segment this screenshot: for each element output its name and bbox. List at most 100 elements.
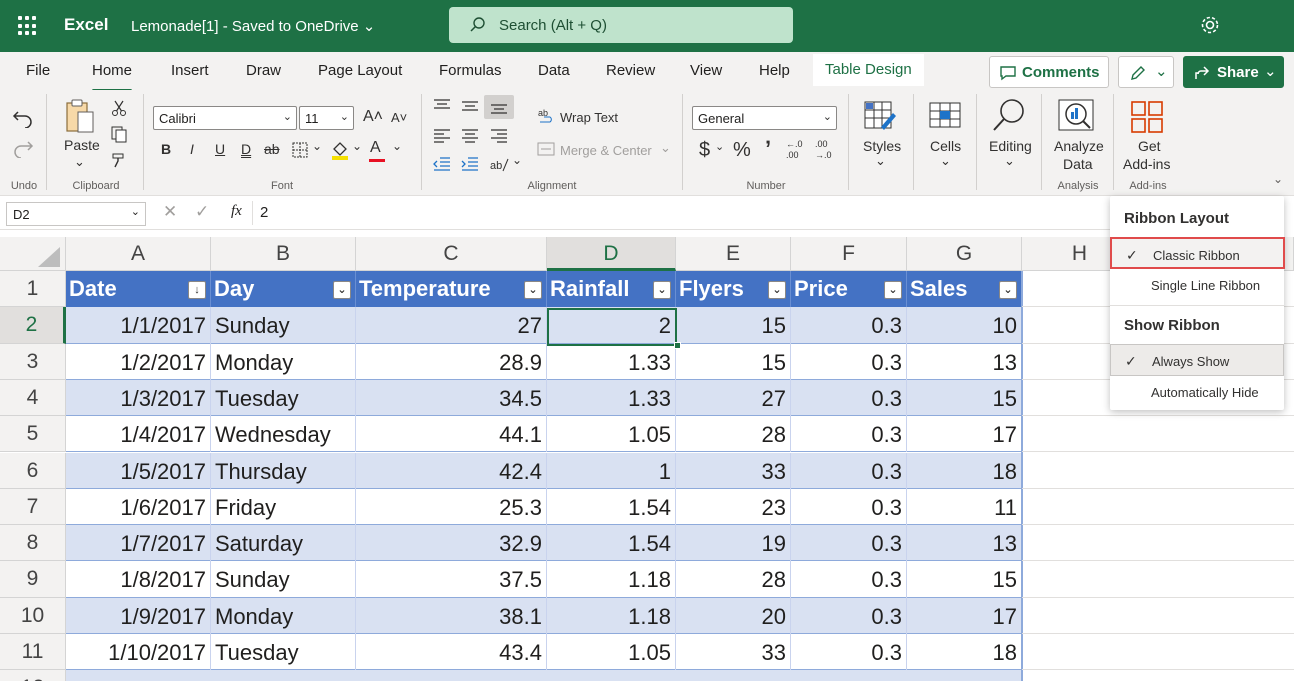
- underline-button[interactable]: U: [215, 141, 226, 157]
- empty-cell-row[interactable]: [1022, 634, 1294, 671]
- wrap-text-icon[interactable]: ab: [538, 108, 556, 126]
- menu-item-automatically-hide[interactable]: Automatically Hide: [1110, 376, 1284, 408]
- comments-button[interactable]: Comments: [989, 56, 1109, 88]
- cell-temperature[interactable]: 37.5: [356, 561, 547, 598]
- filter-dropdown-icon[interactable]: ⌄: [884, 281, 902, 299]
- borders-icon[interactable]: [292, 142, 308, 158]
- row-header-10[interactable]: 10: [0, 597, 66, 634]
- cut-scissors-icon[interactable]: [110, 99, 128, 117]
- paste-clipboard-icon[interactable]: [64, 98, 96, 134]
- name-box[interactable]: D2 ⌄: [6, 202, 146, 226]
- search-box[interactable]: Search (Alt + Q): [449, 7, 793, 43]
- cell-flyers[interactable]: 20: [676, 597, 791, 634]
- grow-font-button[interactable]: A˄: [363, 108, 384, 125]
- cell-price[interactable]: 0.3: [791, 488, 907, 526]
- cell-rainfall[interactable]: 1.54: [547, 525, 676, 562]
- get-addins-label-line2[interactable]: Add-ins: [1123, 156, 1171, 172]
- redo-icon[interactable]: [12, 138, 34, 158]
- decrease-indent-icon[interactable]: [432, 156, 452, 172]
- app-name[interactable]: Excel: [64, 15, 109, 34]
- font-name-combo[interactable]: Calibri ⌄: [153, 106, 297, 130]
- cell-price[interactable]: 0.3: [791, 452, 907, 489]
- cell-sales[interactable]: 18: [907, 452, 1022, 489]
- row-header-7[interactable]: 7: [0, 488, 66, 526]
- editing-label[interactable]: Editing: [989, 138, 1032, 154]
- tab-page-layout[interactable]: Page Layout: [318, 62, 403, 79]
- row-header-2[interactable]: 2: [0, 307, 66, 344]
- chevron-down-icon[interactable]: ⌄: [312, 139, 323, 153]
- empty-cell-row[interactable]: [1022, 380, 1294, 417]
- percent-button[interactable]: %: [733, 139, 751, 161]
- cell-price[interactable]: 0.3: [791, 307, 907, 344]
- cell-price[interactable]: 0.3: [791, 379, 907, 417]
- cell-flyers[interactable]: 15: [676, 307, 791, 344]
- cell-flyers[interactable]: 28: [676, 561, 791, 598]
- merge-center-label[interactable]: Merge & Center: [560, 143, 652, 158]
- row-header-6[interactable]: 6: [0, 452, 66, 489]
- cell-temperature[interactable]: 43.4: [356, 634, 547, 671]
- cell-date[interactable]: 1/10/2017: [66, 634, 211, 671]
- menu-item-always-show[interactable]: ✓ Always Show: [1110, 344, 1284, 376]
- styles-label[interactable]: Styles: [863, 138, 902, 154]
- cell-flyers[interactable]: 19: [676, 525, 791, 562]
- chevron-down-icon[interactable]: ⌄: [392, 139, 403, 153]
- empty-cell-row[interactable]: [1022, 489, 1294, 526]
- cell-day[interactable]: Sunday: [211, 307, 356, 344]
- sort-filter-icon[interactable]: ↓: [188, 281, 206, 299]
- cell-sales[interactable]: 13: [907, 343, 1022, 380]
- cell-flyers[interactable]: 27: [676, 379, 791, 417]
- align-right-icon[interactable]: [489, 128, 509, 144]
- share-button[interactable]: Share ⌄: [1183, 56, 1284, 88]
- cell-sales[interactable]: 15: [907, 379, 1022, 417]
- select-all-corner[interactable]: [0, 237, 66, 271]
- increase-decimal-button[interactable]: ←.0 .00: [786, 139, 810, 161]
- menu-item-single-line-ribbon[interactable]: Single Line Ribbon: [1110, 269, 1284, 301]
- cell-rainfall[interactable]: 1.33: [547, 343, 676, 380]
- cell-sales[interactable]: 15: [907, 561, 1022, 598]
- cell-date[interactable]: 1/8/2017: [66, 561, 211, 598]
- column-header-g[interactable]: G: [907, 237, 1022, 271]
- row-header-11[interactable]: 11: [0, 634, 66, 671]
- cell-day[interactable]: Sunday: [211, 561, 356, 598]
- double-underline-button[interactable]: D: [241, 141, 252, 157]
- chevron-down-icon[interactable]: ⌄: [940, 153, 951, 168]
- cell-flyers[interactable]: 28: [676, 416, 791, 453]
- cell-flyers[interactable]: 23: [676, 488, 791, 526]
- filter-dropdown-icon[interactable]: ⌄: [999, 281, 1017, 299]
- fill-handle[interactable]: [674, 342, 681, 349]
- insert-function-fx[interactable]: fx: [231, 203, 242, 219]
- column-header-a[interactable]: A: [66, 237, 211, 271]
- row-header-4[interactable]: 4: [0, 379, 66, 417]
- wrap-text-label[interactable]: Wrap Text: [560, 110, 619, 125]
- cell-sales[interactable]: 13: [907, 525, 1022, 562]
- filter-dropdown-icon[interactable]: ⌄: [524, 281, 542, 299]
- cells-label[interactable]: Cells: [930, 138, 962, 154]
- table-header-flyers[interactable]: Flyers ⌄: [676, 271, 791, 308]
- cells-icon[interactable]: [929, 100, 961, 130]
- cell-date[interactable]: 1/4/2017: [66, 416, 211, 453]
- cell-temperature[interactable]: 44.1: [356, 416, 547, 453]
- cell-flyers[interactable]: 15: [676, 343, 791, 380]
- fill-color-icon[interactable]: [330, 140, 350, 160]
- tab-review[interactable]: Review: [606, 62, 656, 79]
- cell-rainfall[interactable]: 1.33: [547, 379, 676, 417]
- filter-dropdown-icon[interactable]: ⌄: [768, 281, 786, 299]
- merge-center-icon[interactable]: [537, 141, 555, 157]
- undo-icon[interactable]: [12, 108, 34, 128]
- cell-day[interactable]: Thursday: [211, 452, 356, 489]
- decrease-decimal-button[interactable]: .00 →.0: [815, 139, 839, 161]
- chevron-down-icon[interactable]: ⌄: [1004, 153, 1015, 168]
- cell-date[interactable]: 1/3/2017: [66, 379, 211, 417]
- cell-rainfall[interactable]: 1: [547, 452, 676, 489]
- cell-temperature[interactable]: 28.9: [356, 343, 547, 380]
- align-center-icon[interactable]: [460, 128, 480, 144]
- bold-button[interactable]: B: [161, 141, 172, 157]
- document-name[interactable]: Lemonade[1] - Saved to OneDrive ⌄: [131, 18, 376, 35]
- chevron-down-icon[interactable]: ⌄: [715, 141, 725, 153]
- number-format-combo[interactable]: General ⌄: [692, 106, 837, 130]
- empty-cell-row[interactable]: [1022, 561, 1294, 598]
- analyze-data-label-line1[interactable]: Analyze: [1054, 138, 1104, 154]
- font-color-icon[interactable]: A: [369, 139, 385, 162]
- table-header-sales[interactable]: Sales ⌄: [907, 271, 1022, 308]
- tab-data[interactable]: Data: [538, 62, 570, 79]
